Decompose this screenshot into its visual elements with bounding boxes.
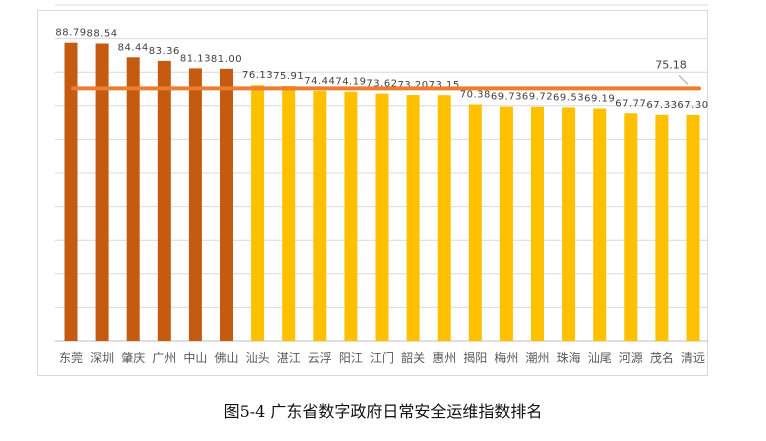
data-label: 67.30	[677, 100, 708, 111]
bar	[188, 68, 202, 341]
data-label: 69.73	[491, 92, 522, 103]
average-label: 75.18	[655, 58, 687, 71]
bar	[95, 43, 109, 341]
bar	[468, 104, 482, 342]
category-label: 佛山	[214, 351, 238, 365]
bar	[531, 106, 544, 341]
bar	[499, 106, 513, 341]
data-label: 69.72	[522, 92, 553, 103]
category-label: 韶关	[401, 350, 425, 365]
category-label: 中山	[183, 350, 207, 365]
bar	[157, 60, 171, 341]
bar	[686, 114, 700, 341]
data-label: 74.44	[304, 76, 335, 87]
data-label: 69.19	[584, 94, 615, 105]
data-label: 73.15	[429, 80, 460, 91]
category-label: 广州	[152, 351, 176, 365]
data-label: 69.53	[553, 92, 584, 103]
category-label: 河源	[619, 351, 643, 365]
category-label: 茂名	[650, 350, 674, 365]
data-label: 83.36	[149, 46, 180, 57]
bar	[406, 95, 420, 341]
category-label: 汕头	[246, 351, 270, 365]
bar	[313, 90, 327, 342]
bar	[437, 95, 451, 341]
bar	[64, 42, 78, 342]
category-label: 东莞	[59, 351, 83, 365]
figure-caption: 图5-4 广东省数字政府日常安全运维指数排名	[223, 402, 543, 421]
data-label: 67.77	[615, 98, 646, 109]
data-label: 81.00	[211, 54, 242, 65]
bar-chart: 88.79 东莞 88.54 深圳 84.44 肇庆 83.36 广州 81.13 中山 81.00…	[55, 4, 708, 365]
category-label: 清远	[681, 351, 705, 365]
category-label: 深圳	[90, 351, 114, 365]
category-label: 惠州	[432, 351, 456, 365]
data-label: 88.54	[87, 29, 118, 40]
category-label: 江门	[370, 350, 394, 365]
category-label: 阳江	[339, 351, 363, 365]
category-label: 肇庆	[121, 350, 145, 365]
bar	[375, 93, 389, 341]
data-label: 73.62	[366, 79, 397, 90]
data-label: 67.33	[646, 100, 677, 111]
bar	[593, 108, 607, 341]
data-label: 88.79	[55, 28, 86, 39]
data-label: 76.13	[242, 70, 273, 81]
data-label: 84.44	[118, 42, 149, 53]
data-label: 74.19	[335, 77, 366, 88]
bar	[220, 68, 233, 341]
bar	[562, 107, 576, 341]
bar	[624, 113, 638, 341]
category-label: 潮州	[525, 350, 549, 365]
category-label: 云浮	[308, 351, 332, 365]
category-label: 湛江	[277, 351, 301, 365]
category-label: 汕尾	[588, 351, 612, 365]
bar	[655, 114, 669, 341]
data-label: 73.20	[398, 80, 429, 91]
category-label: 揭阳	[463, 350, 487, 365]
bar	[344, 91, 358, 341]
category-label: 珠海	[557, 350, 581, 365]
bar	[126, 57, 140, 341]
category-label: 梅州	[494, 350, 518, 365]
data-label: 81.13	[180, 53, 211, 64]
data-label: 75.91	[273, 71, 304, 82]
average-leader-line	[678, 75, 689, 85]
bar	[282, 85, 296, 341]
data-label: 70.38	[460, 90, 491, 101]
bar	[251, 85, 265, 341]
